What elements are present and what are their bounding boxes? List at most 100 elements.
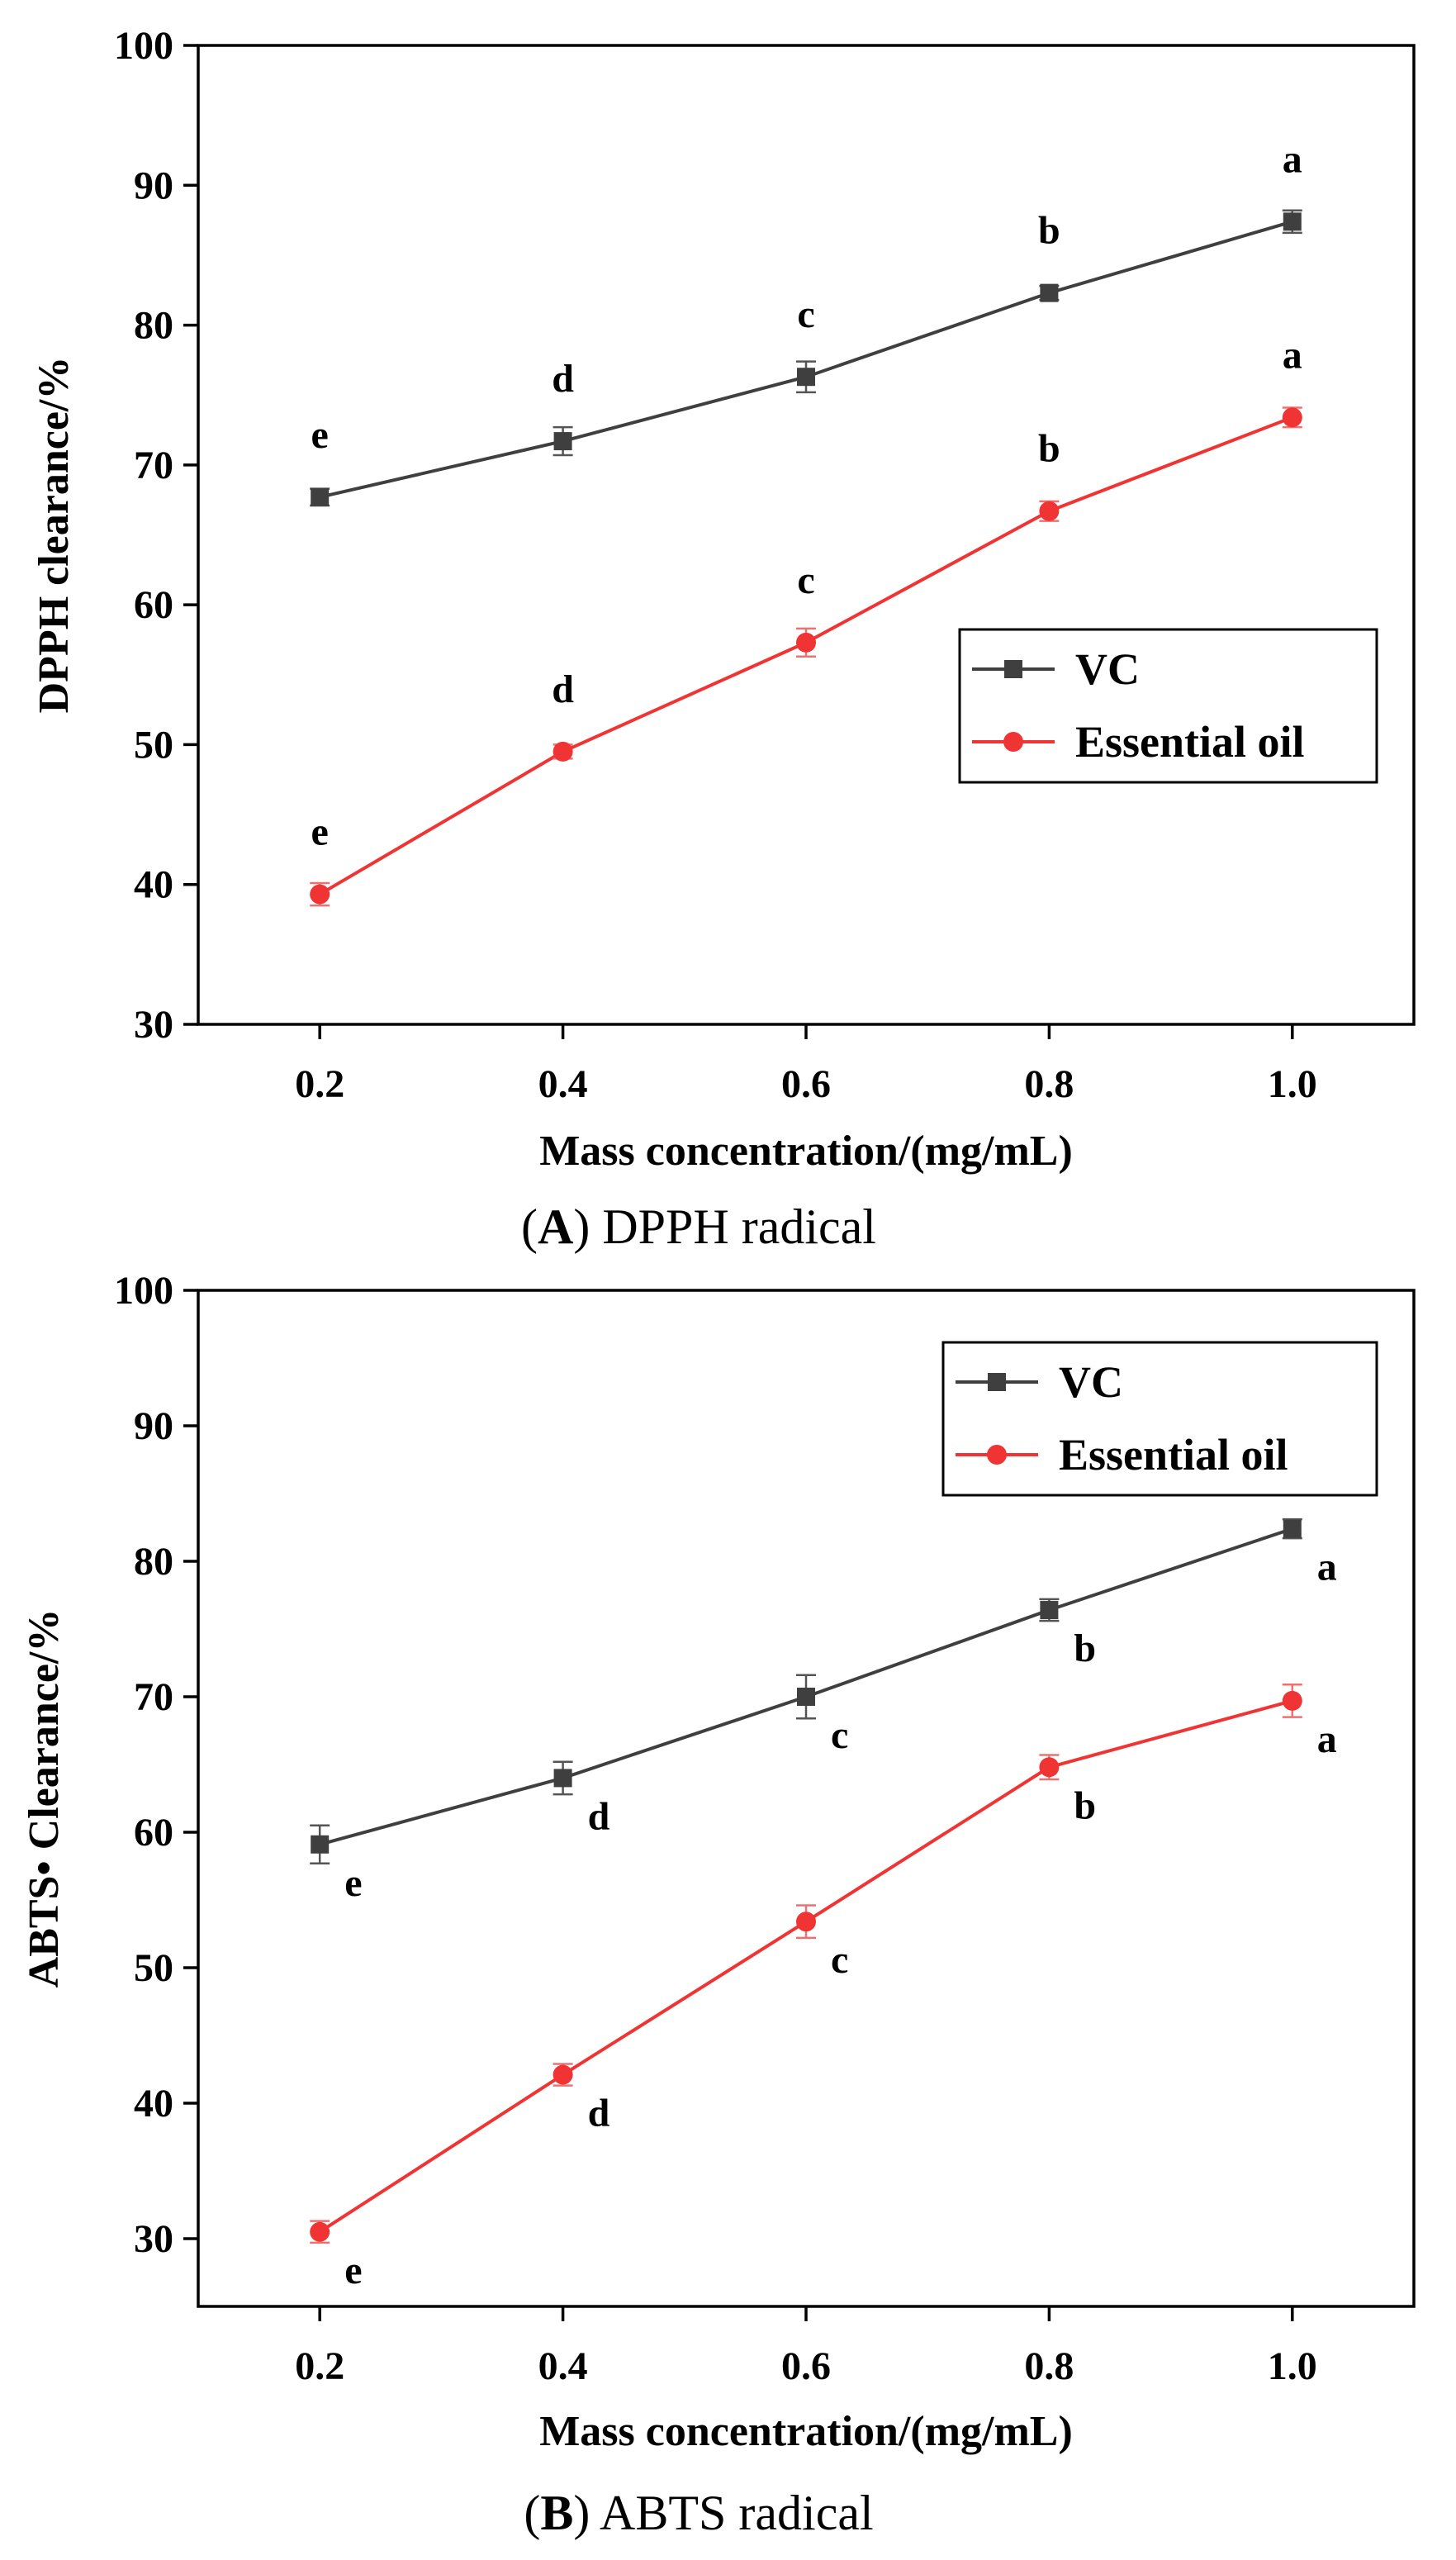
y-tick-label: 40 [134, 863, 173, 907]
legend-entry-vc: VC [972, 644, 1140, 694]
significance-label: b [1074, 1627, 1096, 1670]
significance-label: b [1038, 209, 1060, 253]
significance-label: d [588, 1794, 610, 1838]
series-line [319, 1698, 1293, 2234]
legend-label: Essential oil [1059, 1430, 1288, 1479]
caption-open-paren: ( [521, 1199, 538, 1254]
y-tick-label: 60 [134, 1811, 173, 1855]
legend-marker [988, 1373, 1006, 1391]
series-vc: e d c b a [310, 137, 1302, 507]
caption-open-paren: ( [524, 2486, 540, 2540]
y-tick-label: 40 [134, 2082, 173, 2125]
data-point [553, 432, 572, 451]
caption-letter: A [538, 1199, 573, 1254]
panel-caption: (B) ABTS radical [524, 2486, 873, 2540]
x-tick-label: 0.8 [1024, 1062, 1074, 1106]
data-point [1039, 1757, 1060, 1778]
significance-label: d [588, 2092, 610, 2135]
significance-label: a [1317, 1546, 1337, 1589]
significance-label: c [797, 292, 814, 336]
caption-text: ABTS radical [600, 2486, 874, 2540]
significance-label: a [1317, 1717, 1337, 1761]
significance-label: d [552, 357, 574, 401]
legend-box [958, 628, 1378, 784]
significance-label: c [831, 1938, 848, 1982]
data-point [797, 368, 815, 387]
y-tick-label: 80 [134, 304, 173, 348]
significance-label: e [344, 2249, 362, 2292]
y-tick-label: 30 [134, 1003, 173, 1047]
data-point [796, 632, 816, 653]
x-tick-label: 1.0 [1268, 1062, 1317, 1106]
data-point [553, 741, 573, 762]
significance-label: c [797, 558, 814, 602]
x-tick-label: 0.2 [295, 1062, 344, 1106]
y-tick-label: 70 [134, 444, 173, 487]
y-tick-label: 70 [134, 1675, 173, 1719]
y-tick-label: 90 [134, 1404, 173, 1448]
x-tick-label: 0.4 [538, 1062, 588, 1106]
data-point [797, 1688, 815, 1706]
plot-frame [197, 44, 1416, 1026]
caption-letter: B [540, 2486, 573, 2540]
y-tick-label: 100 [114, 1269, 173, 1313]
panel-b-abts-chart: 30 40 50 60 70 80 90 100 0.2 0.4 0.6 0.8 1.0 Mass con… [21, 1269, 1416, 2540]
data-point [1283, 1519, 1302, 1538]
x-tick-label: 0.8 [1024, 2344, 1074, 2388]
legend: VC Essential oil [958, 628, 1378, 784]
x-tick-label: 0.6 [781, 1062, 831, 1106]
significance-label: a [1283, 333, 1302, 377]
x-tick-label: 0.6 [781, 2344, 831, 2388]
legend: VC Essential oil [941, 1341, 1378, 1497]
x-axis-label: Mass concentration/(mg/mL) [539, 2408, 1073, 2455]
legend-entry-essential-oil: Essential oil [972, 717, 1305, 767]
legend-label: VC [1059, 1357, 1123, 1407]
caption-close-paren: ) [573, 1199, 602, 1254]
y-tick-label: 100 [114, 24, 173, 68]
legend-label: Essential oil [1075, 717, 1305, 767]
x-tick-label: 0.4 [538, 2344, 588, 2388]
significance-label: b [1038, 427, 1060, 471]
significance-label: d [552, 667, 574, 711]
legend-marker [1003, 732, 1023, 752]
significance-label: b [1074, 1783, 1096, 1827]
panel-a-dpph-chart: 30 40 50 60 70 80 90 100 0.2 0.4 0.6 0.8 1.0 Mass con… [31, 24, 1416, 1254]
data-point [311, 1835, 330, 1854]
data-point [1283, 212, 1302, 231]
significance-label: e [344, 1861, 362, 1905]
data-point [1039, 501, 1060, 521]
y-tick-label: 60 [134, 583, 173, 627]
legend-marker [1004, 660, 1022, 678]
x-tick-label: 0.2 [295, 2344, 344, 2388]
y-tick-label: 90 [134, 164, 173, 207]
data-point [1282, 1690, 1302, 1711]
data-point [1040, 1601, 1059, 1620]
y-axis-label: DPPH clearance/% [31, 357, 78, 714]
panel-caption: (A) DPPH radical [521, 1199, 876, 1254]
y-axis-label: ABTS• Clearance/% [21, 1609, 68, 1988]
y-tick-label: 80 [134, 1540, 173, 1584]
data-point [796, 1912, 816, 1932]
x-tick-label: 1.0 [1268, 2344, 1317, 2388]
legend-entry-essential-oil: Essential oil [956, 1430, 1288, 1479]
legend-label: VC [1075, 644, 1140, 694]
data-point [310, 2221, 330, 2242]
significance-label: a [1283, 137, 1302, 181]
series-line [319, 220, 1293, 499]
legend-entry-vc: VC [956, 1357, 1123, 1407]
y-tick-label: 50 [134, 1946, 173, 1990]
significance-label: c [831, 1713, 848, 1757]
y-tick-label: 30 [134, 2217, 173, 2261]
data-point [553, 1769, 572, 1788]
y-tick-label: 50 [134, 723, 173, 767]
caption-text: DPPH radical [602, 1199, 876, 1254]
x-axis-label: Mass concentration/(mg/mL) [539, 1128, 1073, 1175]
data-point [553, 2064, 573, 2085]
data-point [310, 884, 330, 905]
data-point [1282, 407, 1302, 428]
data-point [311, 487, 330, 506]
series-essential-oil: e d c b a [310, 1683, 1337, 2292]
legend-box [941, 1341, 1378, 1497]
caption-close-paren: ) [573, 2486, 600, 2540]
